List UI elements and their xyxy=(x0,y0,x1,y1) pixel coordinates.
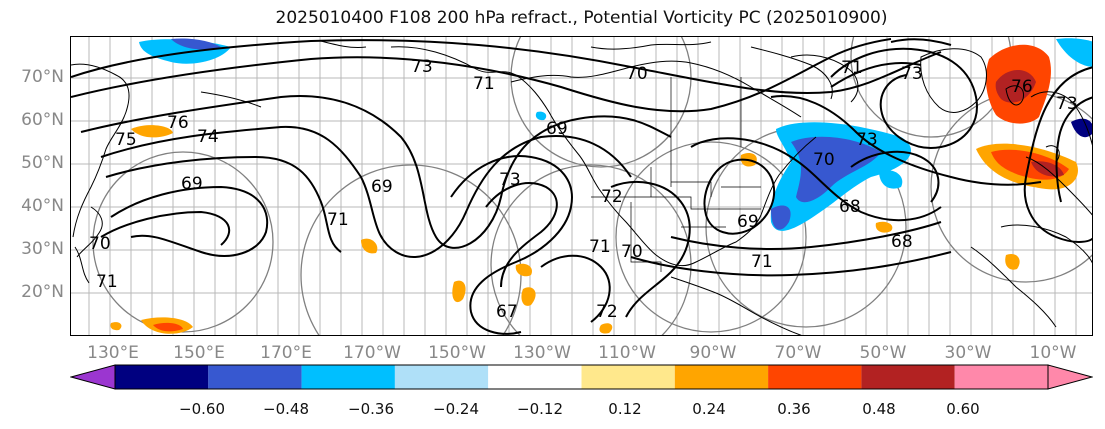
pv-positive-shading xyxy=(110,44,1078,334)
colorbar-cell xyxy=(674,365,769,389)
lon-label: 150°E xyxy=(173,343,225,363)
contour-label: 71 xyxy=(473,74,495,94)
contour-label: 69 xyxy=(737,212,759,232)
contour-labels: 73 71 70 76 75 74 69 69 73 70 71 69 71 7… xyxy=(89,57,1078,322)
contour-label: 74 xyxy=(197,127,219,147)
contour-label: 73 xyxy=(901,64,923,84)
colorbar xyxy=(70,364,1093,390)
colorbar-tick-label: −0.24 xyxy=(433,400,479,418)
contour-label: 73 xyxy=(856,130,878,150)
colorbar-cell xyxy=(301,365,395,389)
coastlines xyxy=(71,40,1092,335)
colorbar-extend-high xyxy=(1047,364,1093,390)
lat-label-20n: 20°N xyxy=(21,282,64,302)
colorbar-tick-label: 0.24 xyxy=(692,400,726,418)
lon-label: 170°W xyxy=(343,343,401,363)
colorbar-cell xyxy=(861,365,955,389)
colorbar-cell xyxy=(115,365,209,389)
colorbar-cell xyxy=(954,365,1048,389)
colorbar-cell xyxy=(488,365,582,389)
colorbar-cells xyxy=(70,364,1093,390)
colorbar-cell xyxy=(394,365,489,389)
lat-label-50n: 50°N xyxy=(21,153,64,173)
colorbar-tick-label: −0.48 xyxy=(263,400,309,418)
lon-label: 70°W xyxy=(774,343,822,363)
lon-label: 50°W xyxy=(859,343,907,363)
contour-label: 73 xyxy=(1056,94,1078,114)
contour-label: 71 xyxy=(841,58,863,78)
lon-label: 110°W xyxy=(598,343,656,363)
contour-label: 71 xyxy=(96,272,118,292)
contour-label: 69 xyxy=(371,177,393,197)
colorbar-tick-label: 0.12 xyxy=(608,400,642,418)
colorbar-tick-label: −0.36 xyxy=(348,400,394,418)
contour-label: 73 xyxy=(411,57,433,77)
colorbar-tick-label: −0.12 xyxy=(517,400,563,418)
contour-label: 72 xyxy=(601,187,623,207)
contour-label: 70 xyxy=(813,150,835,170)
contour-label: 72 xyxy=(596,302,618,322)
contour-label: 68 xyxy=(839,197,861,217)
contour-label: 70 xyxy=(89,234,111,254)
lat-label-60n: 60°N xyxy=(21,110,64,130)
lon-label: 30°W xyxy=(944,343,992,363)
contour-label: 76 xyxy=(167,113,189,133)
map-canvas: 73 71 70 76 75 74 69 69 73 70 71 69 71 7… xyxy=(71,37,1092,335)
colorbar-outline xyxy=(114,364,1049,390)
colorbar-cell xyxy=(768,365,862,389)
contour-label: 71 xyxy=(327,210,349,230)
lon-label: 170°E xyxy=(260,343,312,363)
lon-label: 150°W xyxy=(428,343,486,363)
contour-label: 67 xyxy=(496,302,518,322)
lat-label-30n: 30°N xyxy=(21,239,64,259)
lon-label: 130°E xyxy=(87,343,139,363)
colorbar-tick-label: −0.60 xyxy=(179,400,225,418)
colorbar-tick-label: 0.60 xyxy=(946,400,980,418)
contour-label: 71 xyxy=(751,252,773,272)
lon-label: 90°W xyxy=(689,343,737,363)
lon-label: 130°W xyxy=(513,343,571,363)
lat-label-70n: 70°N xyxy=(21,67,64,87)
contour-label: 73 xyxy=(499,170,521,190)
contour-label: 70 xyxy=(621,242,643,262)
colorbar-tick-label: 0.48 xyxy=(862,400,896,418)
colorbar-tick-label: 0.36 xyxy=(777,400,811,418)
contour-label: 68 xyxy=(891,232,913,252)
contour-label: 71 xyxy=(589,237,611,257)
contour-label: 70 xyxy=(626,64,648,84)
colorbar-cell xyxy=(208,365,302,389)
map-title: 2025010400 F108 200 hPa refract., Potent… xyxy=(275,8,888,28)
contour-label: 76 xyxy=(1011,77,1033,97)
lon-label: 10°W xyxy=(1029,343,1077,363)
contour-label: 75 xyxy=(115,130,137,150)
contour-label: 69 xyxy=(546,119,568,139)
colorbar-cell xyxy=(581,365,675,389)
lat-label-40n: 40°N xyxy=(21,196,64,216)
refractivity-contours xyxy=(71,38,1092,335)
colorbar-extend-low xyxy=(70,364,116,390)
contour-label: 69 xyxy=(181,174,203,194)
map-panel: 73 71 70 76 75 74 69 69 73 70 71 69 71 7… xyxy=(70,36,1093,336)
